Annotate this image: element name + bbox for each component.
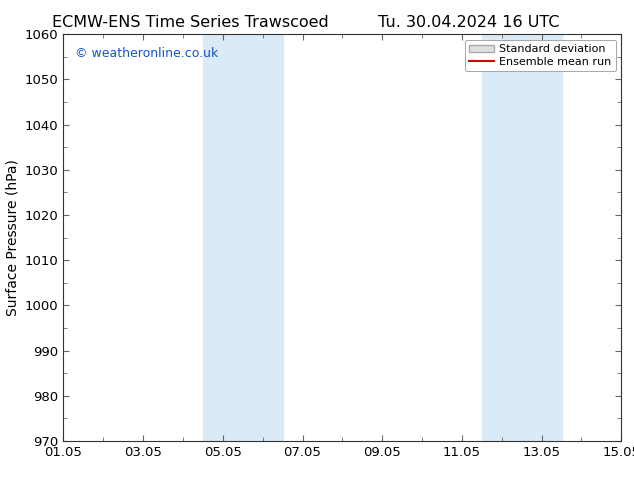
Text: © weatheronline.co.uk: © weatheronline.co.uk [75,47,218,59]
Text: Tu. 30.04.2024 16 UTC: Tu. 30.04.2024 16 UTC [378,15,560,30]
Text: ECMW-ENS Time Series Trawscoed: ECMW-ENS Time Series Trawscoed [52,15,328,30]
Legend: Standard deviation, Ensemble mean run: Standard deviation, Ensemble mean run [465,40,616,71]
Bar [482,34,562,441]
Bar [203,34,283,441]
Y-axis label: Surface Pressure (hPa): Surface Pressure (hPa) [5,159,19,316]
